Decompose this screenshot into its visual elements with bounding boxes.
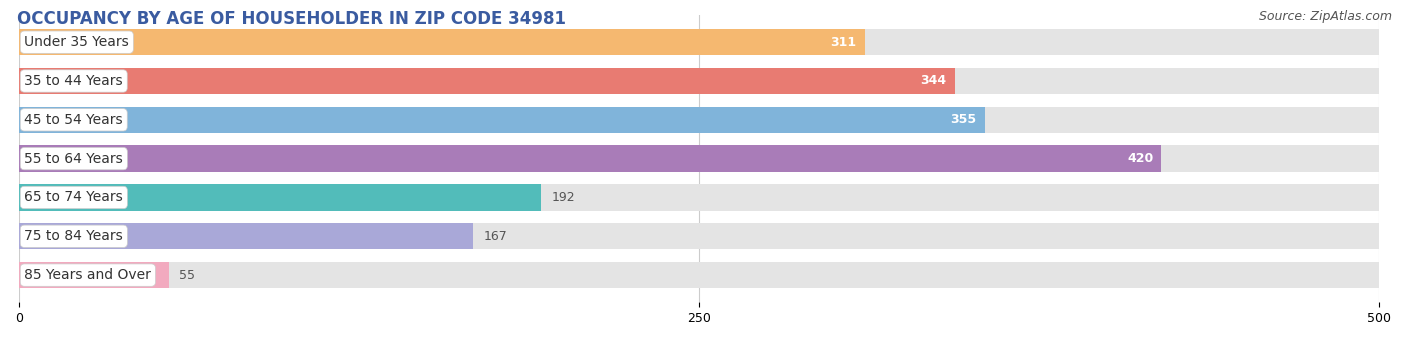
Text: 311: 311 xyxy=(831,36,856,49)
Bar xyxy=(20,107,1379,133)
Text: 55 to 64 Years: 55 to 64 Years xyxy=(24,152,124,166)
Bar xyxy=(20,68,1379,94)
Bar xyxy=(20,262,1379,288)
Bar xyxy=(20,107,984,133)
Bar xyxy=(20,29,1379,55)
Bar xyxy=(20,184,1379,211)
Bar xyxy=(20,146,1379,172)
Text: 167: 167 xyxy=(484,230,508,243)
Text: 65 to 74 Years: 65 to 74 Years xyxy=(24,190,124,204)
Text: 420: 420 xyxy=(1128,152,1153,165)
Bar xyxy=(20,223,474,250)
Text: Under 35 Years: Under 35 Years xyxy=(24,35,129,49)
Bar xyxy=(20,29,865,55)
Bar xyxy=(20,262,169,288)
Text: 55: 55 xyxy=(180,269,195,282)
Bar xyxy=(20,68,955,94)
Bar xyxy=(20,146,1161,172)
Text: 344: 344 xyxy=(921,74,946,87)
Text: Source: ZipAtlas.com: Source: ZipAtlas.com xyxy=(1258,10,1392,23)
Text: 75 to 84 Years: 75 to 84 Years xyxy=(24,229,124,243)
Text: OCCUPANCY BY AGE OF HOUSEHOLDER IN ZIP CODE 34981: OCCUPANCY BY AGE OF HOUSEHOLDER IN ZIP C… xyxy=(17,10,565,28)
Bar xyxy=(20,184,541,211)
Text: 85 Years and Over: 85 Years and Over xyxy=(24,268,152,282)
Bar xyxy=(20,223,1379,250)
Text: 45 to 54 Years: 45 to 54 Years xyxy=(24,113,124,127)
Text: 35 to 44 Years: 35 to 44 Years xyxy=(24,74,124,88)
Text: 355: 355 xyxy=(950,113,976,126)
Text: 192: 192 xyxy=(553,191,575,204)
